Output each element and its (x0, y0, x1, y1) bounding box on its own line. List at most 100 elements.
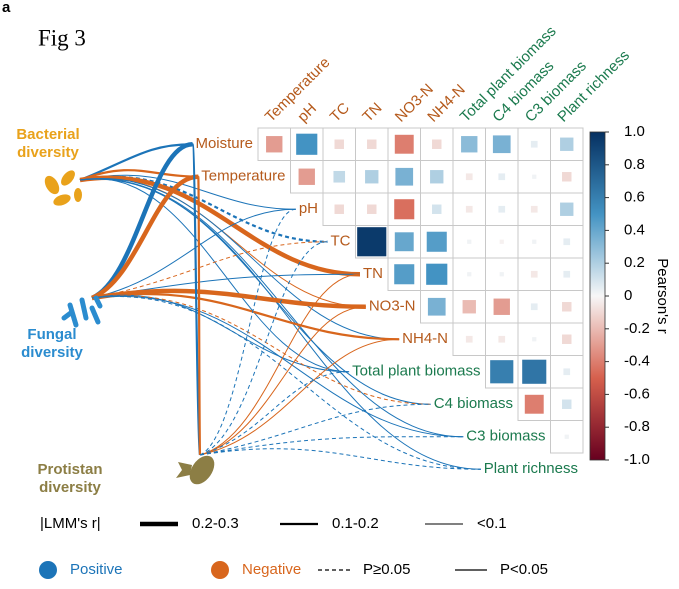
variable-label: Temperature (201, 168, 285, 185)
cell (334, 204, 344, 214)
cell (432, 139, 442, 149)
legend-label: 0.2-0.3 (192, 515, 239, 532)
cell (524, 394, 544, 414)
source-label: Bacterial (16, 126, 79, 143)
source-label: Fungal (27, 326, 76, 343)
source-label: diversity (17, 144, 79, 161)
cell (498, 173, 506, 181)
cell (394, 134, 414, 154)
link (199, 403, 431, 456)
legend-label: P≥0.05 (363, 561, 410, 578)
cell (426, 231, 447, 252)
source-label: diversity (39, 479, 101, 496)
link (199, 273, 361, 456)
cell (562, 172, 572, 182)
cell (430, 170, 444, 184)
cell (334, 139, 344, 149)
cell (493, 298, 510, 315)
cell (499, 272, 504, 277)
cell (333, 170, 346, 183)
column-label: TN (359, 99, 385, 125)
cell (467, 272, 472, 277)
colorbar (589, 131, 606, 461)
link (79, 175, 361, 277)
link (199, 306, 366, 456)
cell (462, 300, 476, 314)
variable-label: Plant richness (484, 460, 578, 477)
cell (394, 232, 414, 252)
variable-label: TN (363, 265, 383, 282)
link (91, 208, 296, 299)
cell (530, 270, 538, 278)
cell (530, 205, 538, 213)
cell (426, 263, 448, 285)
variable-label: NH4-N (402, 330, 448, 347)
cell (465, 173, 473, 181)
link (199, 371, 350, 456)
cell (467, 239, 472, 244)
link (199, 241, 328, 456)
variable-label: TC (331, 233, 351, 250)
cell (532, 239, 537, 244)
variable-label: pH (299, 200, 318, 217)
legend-title: |LMM's r| (40, 515, 101, 532)
colorbar-tick-label: 0.6 (624, 189, 645, 206)
cell (563, 238, 571, 246)
cell (465, 205, 473, 213)
colorbar-title: Pearson's r (654, 258, 671, 333)
cell (560, 202, 574, 216)
link (91, 295, 431, 405)
cell (465, 335, 473, 343)
colorbar-tick-label: 0.2 (624, 254, 645, 271)
cell (498, 335, 506, 343)
variable-label: C4 biomass (434, 395, 513, 412)
cell (562, 302, 572, 312)
link (199, 208, 296, 456)
legend-label: <0.1 (477, 515, 507, 532)
legend-dot (39, 561, 57, 579)
link (199, 448, 481, 470)
cell (562, 399, 572, 409)
colorbar-tick-label: 0.4 (624, 221, 645, 238)
source-label: Protistan (37, 461, 102, 478)
colorbar-tick-label: -0.8 (624, 418, 650, 435)
link (91, 241, 328, 299)
cell (298, 168, 315, 185)
link (197, 175, 202, 456)
cell (563, 368, 571, 376)
cell (490, 360, 514, 384)
variable-label: C3 biomass (466, 428, 545, 445)
link (91, 296, 481, 470)
colorbar-tick-label: -1.0 (624, 451, 650, 468)
cell (367, 204, 377, 214)
cell (432, 204, 442, 214)
figure-title: Fig 3 (38, 25, 86, 50)
column-label: TC (327, 99, 353, 125)
link (79, 143, 193, 182)
legend-dot (211, 561, 229, 579)
cell (461, 136, 478, 153)
cell (395, 167, 414, 186)
cell (296, 133, 318, 155)
colorbar-tick-label: -0.4 (624, 353, 650, 370)
cell (522, 359, 547, 384)
link (79, 169, 199, 182)
cell (532, 337, 537, 342)
fungi-icon (61, 295, 103, 328)
link (79, 178, 481, 470)
colorbar-tick-label: 0.8 (624, 156, 645, 173)
source-label: diversity (21, 344, 83, 361)
bacteria-icon (44, 170, 82, 206)
variable-label: NO3-N (369, 298, 416, 315)
cell (427, 297, 446, 316)
cell (492, 135, 511, 154)
legend-label: P<0.05 (500, 561, 548, 578)
protist-icon (176, 455, 215, 485)
cell (266, 136, 283, 153)
cell (564, 434, 569, 439)
colorbar-tick-label: -0.2 (624, 320, 650, 337)
cell (394, 199, 415, 220)
cell (498, 205, 506, 213)
link (91, 174, 199, 301)
